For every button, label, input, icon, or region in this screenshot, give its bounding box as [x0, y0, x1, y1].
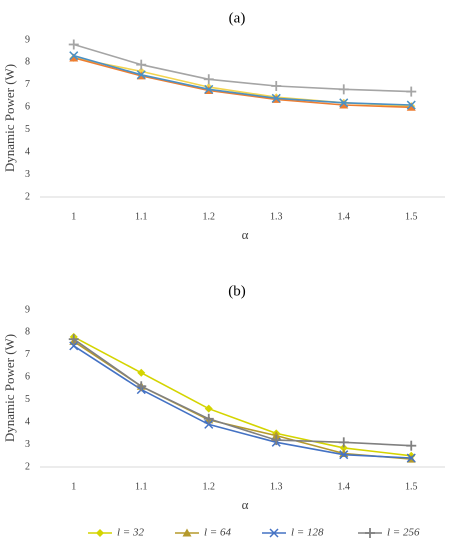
data-point — [338, 84, 349, 95]
data-point — [338, 437, 349, 448]
legend: l = 32 l = 64 l = 128 l = 256 — [88, 527, 420, 539]
data-point — [68, 334, 79, 345]
series-3 — [69, 51, 416, 110]
y-tick-label: 4 — [25, 146, 30, 157]
series-line — [73, 54, 412, 106]
data-point — [406, 453, 416, 463]
data-point — [406, 86, 417, 97]
legend-entry: l = 256 — [358, 527, 420, 539]
data-point — [68, 39, 79, 50]
x-tick-label: 1.4 — [338, 211, 351, 222]
chart-b: (b) 2 3 4 5 6 7 8 9 1 1.1 1.2 1.3 1.4 1.5 α Dynamic Powe… — [2, 283, 445, 512]
chart-title: (a) — [229, 10, 246, 26]
data-point — [339, 450, 349, 460]
data-point — [406, 102, 416, 111]
series-line — [73, 340, 412, 460]
legend-entry: l = 64 — [175, 527, 231, 539]
data-point — [69, 341, 79, 351]
data-point — [204, 404, 213, 413]
series-4 — [68, 334, 417, 451]
data-point — [406, 440, 417, 451]
data-point — [204, 84, 214, 94]
legend-label: l = 256 — [387, 527, 420, 539]
data-point — [136, 59, 147, 70]
x-tick-label: 1.1 — [135, 481, 148, 492]
data-point — [204, 419, 214, 429]
x-tick-label: 1 — [71, 481, 76, 492]
legend-marker — [365, 528, 375, 538]
data-point — [203, 74, 214, 85]
y-tick-label: 2 — [25, 191, 30, 202]
data-point — [136, 381, 147, 392]
chart-a: (a) 2 3 4 5 6 7 8 9 1 1.1 1.2 1.3 1.4 1.5 α Dynamic Powe… — [2, 10, 445, 242]
y-tick-label: 8 — [25, 327, 30, 338]
data-point — [271, 80, 282, 91]
y-tick-label: 2 — [25, 461, 30, 472]
y-tick-label: 9 — [25, 34, 30, 45]
data-point — [203, 413, 214, 424]
legend-label: l = 128 — [291, 527, 324, 539]
legend-label: l = 32 — [117, 527, 144, 539]
data-point — [69, 53, 79, 62]
y-tick-label: 4 — [25, 416, 30, 427]
x-tick-label: 1.4 — [338, 481, 351, 492]
data-point — [339, 98, 349, 108]
data-point — [339, 100, 349, 109]
y-tick-label: 6 — [25, 372, 30, 383]
legend-entry: l = 32 — [88, 527, 144, 539]
data-point — [271, 435, 282, 446]
y-axis-label: Dynamic Power (W) — [2, 64, 17, 172]
series-4 — [68, 39, 417, 97]
legend-entry: l = 128 — [262, 527, 324, 539]
y-tick-label: 6 — [25, 102, 30, 113]
legend-marker — [182, 528, 192, 537]
data-point — [69, 51, 79, 61]
y-axis-label: Dynamic Power (W) — [2, 334, 17, 442]
data-point — [406, 100, 416, 110]
series-1 — [69, 332, 416, 460]
x-tick-label: 1.3 — [270, 481, 283, 492]
x-tick-label: 1.2 — [203, 211, 216, 222]
data-point — [137, 368, 146, 377]
x-tick-label: 1.3 — [270, 211, 283, 222]
data-point — [136, 70, 146, 80]
y-tick-label: 8 — [25, 57, 30, 68]
series-line — [73, 43, 412, 93]
y-tick-label: 5 — [25, 124, 30, 135]
chart-title: (b) — [228, 283, 246, 299]
data-point — [271, 93, 281, 103]
y-tick-label: 3 — [25, 169, 30, 180]
y-tick-label: 7 — [25, 349, 30, 360]
data-point — [339, 443, 348, 452]
series-line — [73, 345, 412, 459]
x-axis-label: α — [242, 497, 249, 512]
x-tick-label: 1.5 — [405, 211, 418, 222]
x-tick-label: 1.2 — [203, 481, 216, 492]
x-tick-label: 1 — [71, 211, 76, 222]
x-tick-label: 1.5 — [405, 481, 418, 492]
y-tick-label: 3 — [25, 439, 30, 450]
legend-marker — [96, 529, 104, 537]
series-line — [73, 57, 412, 109]
x-axis-label: α — [242, 227, 249, 242]
y-tick-label: 7 — [25, 79, 30, 90]
series-3 — [69, 341, 416, 463]
y-tick-label: 9 — [25, 304, 30, 315]
y-tick-label: 5 — [25, 394, 30, 405]
x-tick-label: 1.1 — [135, 211, 148, 222]
series-line — [73, 338, 412, 447]
legend-label: l = 64 — [204, 527, 231, 539]
legend-marker — [269, 528, 279, 538]
series-line — [73, 336, 412, 457]
